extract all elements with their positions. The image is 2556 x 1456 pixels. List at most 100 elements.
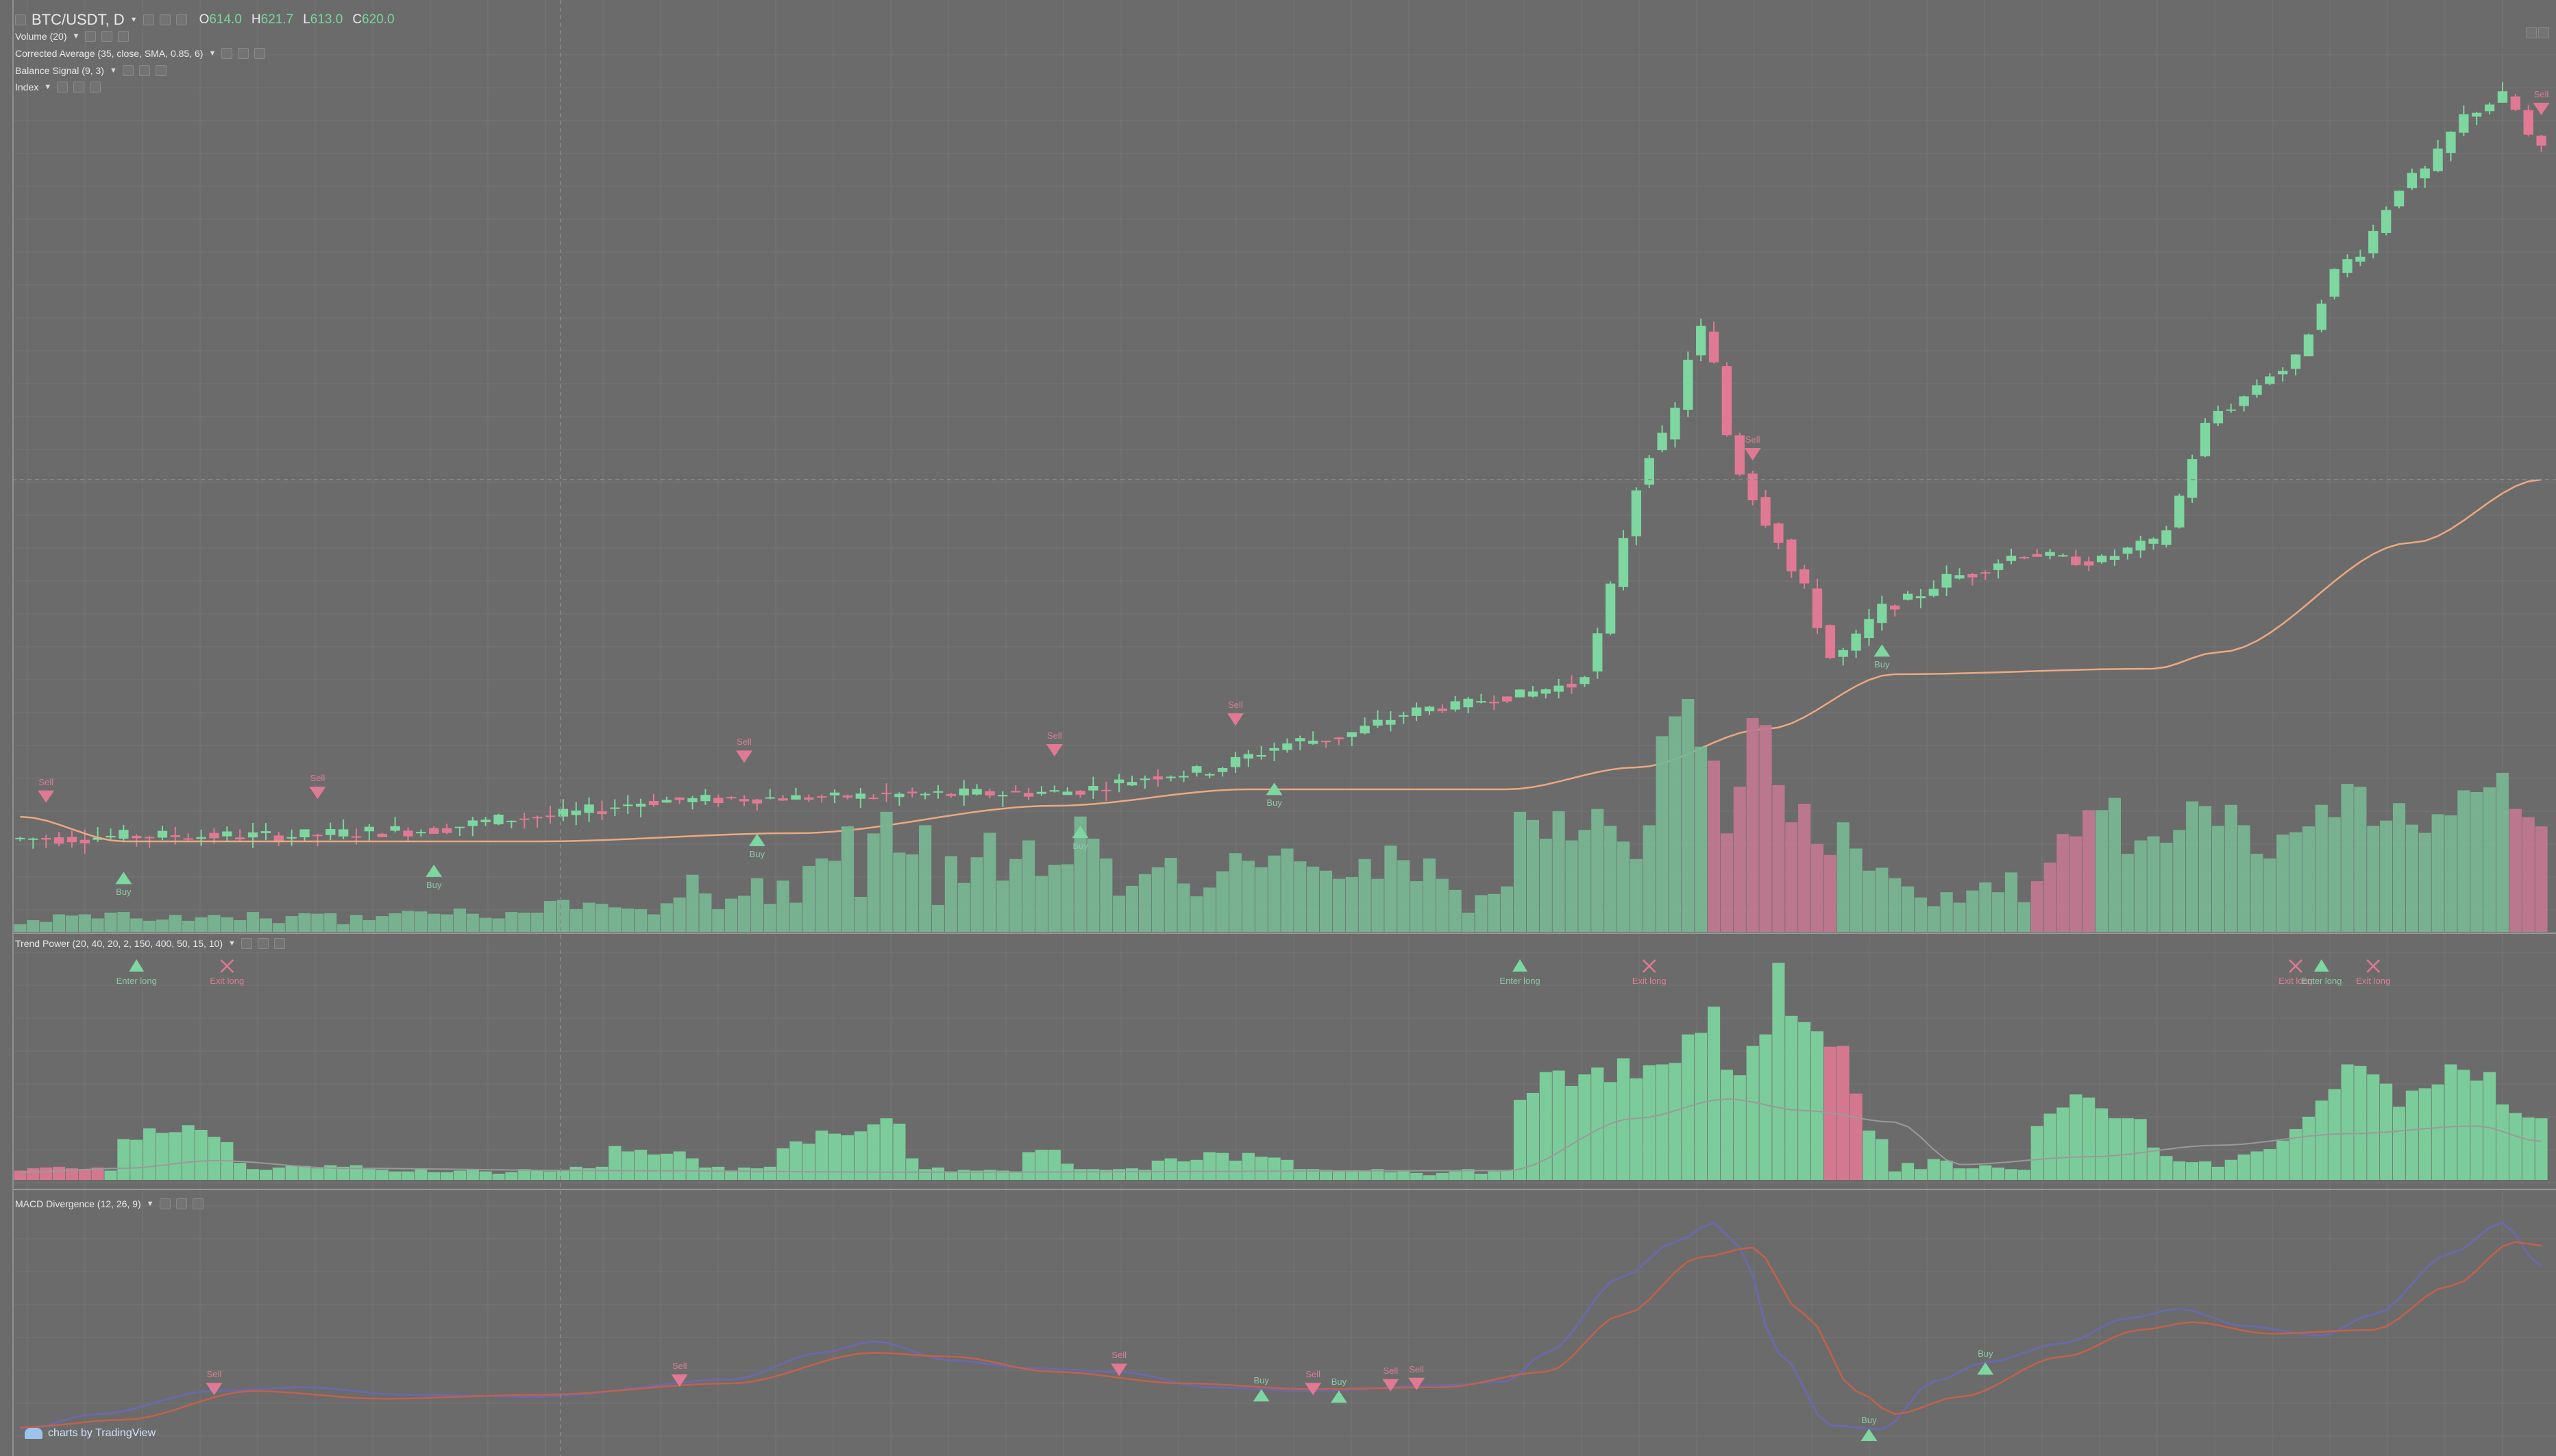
- volume-bar: [1785, 822, 1798, 932]
- price-candle: [623, 804, 633, 806]
- volume-bar: [2522, 817, 2535, 932]
- price-candle: [1683, 360, 1693, 410]
- price-candle: [454, 826, 465, 828]
- gear-icon[interactable]: [175, 1198, 187, 1209]
- symbol-legend[interactable]: BTC/USDT, D ▼ O614.0 H621.7 L613.0 C620.…: [15, 11, 395, 29]
- balance-signal-legend[interactable]: Balance Signal (9, 3) ▼: [15, 65, 167, 76]
- close-icon[interactable]: [192, 1198, 204, 1209]
- trend-power-bar: [505, 1172, 518, 1180]
- eye-icon[interactable]: [57, 82, 69, 92]
- macd-legend[interactable]: MACD Divergence (12, 26, 9) ▼: [15, 1198, 204, 1209]
- trend-power-title[interactable]: Trend Power (20, 40, 20, 2, 150, 400, 50…: [15, 938, 223, 949]
- price-candle: [2381, 210, 2392, 233]
- price-candle: [519, 818, 530, 820]
- price-candle: [1993, 563, 2004, 570]
- trend-power-bar: [737, 1168, 751, 1180]
- eye-icon[interactable]: [143, 14, 154, 25]
- volume-bar: [1151, 867, 1164, 932]
- chevron-down-icon[interactable]: ▼: [146, 1200, 154, 1208]
- trend-power-bar: [1475, 1174, 1488, 1180]
- gear-icon[interactable]: [238, 48, 249, 59]
- volume-bar: [2535, 826, 2548, 932]
- trend-power-bar: [1410, 1172, 1423, 1180]
- gear-icon[interactable]: [138, 65, 150, 76]
- volume-bar: [2405, 824, 2418, 932]
- eye-icon[interactable]: [159, 1198, 171, 1209]
- price-candle: [1256, 754, 1266, 757]
- trend-power-bar: [1565, 1085, 1578, 1180]
- trend-power-bar: [725, 1170, 738, 1180]
- volume-bar: [1979, 882, 1992, 932]
- chevron-down-icon[interactable]: ▼: [72, 32, 80, 40]
- trend-power-legend[interactable]: Trend Power (20, 40, 20, 2, 150, 400, 50…: [15, 938, 285, 949]
- price-candle: [1864, 619, 1874, 639]
- price-candle: [661, 800, 672, 803]
- low-value: 613.0: [310, 12, 343, 27]
- trend-power-bar: [712, 1166, 725, 1180]
- chevron-down-icon[interactable]: ▼: [44, 83, 52, 91]
- gear-icon[interactable]: [101, 31, 113, 42]
- close-icon[interactable]: [273, 938, 285, 949]
- trend-power-bar: [531, 1170, 544, 1180]
- price-candle: [1799, 569, 1810, 584]
- close-icon[interactable]: [254, 48, 266, 59]
- price-candle: [1386, 719, 1396, 725]
- sell-signal-marker: [309, 787, 326, 800]
- index-title[interactable]: Index: [15, 82, 39, 92]
- close-icon[interactable]: [175, 14, 187, 25]
- gear-icon[interactable]: [257, 938, 269, 949]
- macd-title[interactable]: MACD Divergence (12, 26, 9): [15, 1198, 141, 1209]
- eye-icon[interactable]: [122, 65, 134, 76]
- volume-bar: [1823, 854, 1836, 932]
- tradingview-watermark[interactable]: charts by TradingView: [25, 1427, 156, 1440]
- volume-indicator-title[interactable]: Volume (20): [15, 31, 67, 42]
- pane-settings-button[interactable]: [2538, 27, 2549, 38]
- volume-bar: [428, 913, 441, 932]
- price-candle: [79, 839, 90, 843]
- corrected-average-legend[interactable]: Corrected Average (35, close, SMA, 0.85,…: [15, 48, 266, 59]
- volume-bar: [1836, 822, 1850, 932]
- price-candle: [1954, 575, 1965, 579]
- chevron-down-icon[interactable]: ▼: [109, 66, 117, 75]
- volume-bar: [569, 909, 582, 932]
- eye-icon[interactable]: [85, 31, 97, 42]
- collapse-legend-button[interactable]: [15, 14, 26, 25]
- corrected-average-title[interactable]: Corrected Average (35, close, SMA, 0.85,…: [15, 48, 204, 59]
- gear-icon[interactable]: [73, 82, 85, 92]
- price-candle: [1450, 701, 1460, 710]
- index-legend[interactable]: Index ▼: [15, 82, 101, 92]
- volume-bar: [1966, 890, 1979, 932]
- volume-bar: [1759, 725, 1772, 932]
- volume-bar: [169, 915, 182, 932]
- chevron-down-icon[interactable]: ▼: [228, 939, 236, 948]
- balance-signal-title[interactable]: Balance Signal (9, 3): [15, 65, 104, 76]
- trend-power-bar: [1863, 1131, 1876, 1180]
- close-icon[interactable]: [90, 82, 101, 92]
- watermark-text[interactable]: charts by TradingView: [48, 1427, 156, 1439]
- price-candle: [1696, 325, 1706, 356]
- trend-power-bar: [2496, 1104, 2509, 1180]
- volume-legend[interactable]: Volume (20) ▼: [15, 31, 130, 42]
- volume-bar: [880, 811, 893, 932]
- trend-power-bar: [1798, 1022, 1811, 1180]
- volume-bar: [635, 909, 648, 932]
- trend-power-bar: [841, 1135, 855, 1180]
- trend-power-bar: [2535, 1118, 2548, 1180]
- eye-icon[interactable]: [221, 48, 233, 59]
- buy-signal-label: Buy: [426, 879, 442, 890]
- gear-icon[interactable]: [159, 14, 171, 25]
- trend-power-bar: [1294, 1169, 1307, 1180]
- eye-icon[interactable]: [241, 938, 252, 949]
- trend-power-bar: [2147, 1147, 2160, 1180]
- volume-bar: [1009, 859, 1022, 932]
- close-icon[interactable]: [118, 31, 130, 42]
- chevron-down-icon[interactable]: ▼: [130, 16, 138, 24]
- price-candle: [1593, 633, 1603, 672]
- close-icon[interactable]: [155, 65, 167, 76]
- price-candle: [1605, 583, 1616, 634]
- chevron-down-icon[interactable]: ▼: [208, 49, 217, 58]
- symbol-title[interactable]: BTC/USDT, D: [32, 11, 125, 28]
- price-candle: [1036, 791, 1047, 794]
- maximize-pane-button[interactable]: [2526, 27, 2537, 38]
